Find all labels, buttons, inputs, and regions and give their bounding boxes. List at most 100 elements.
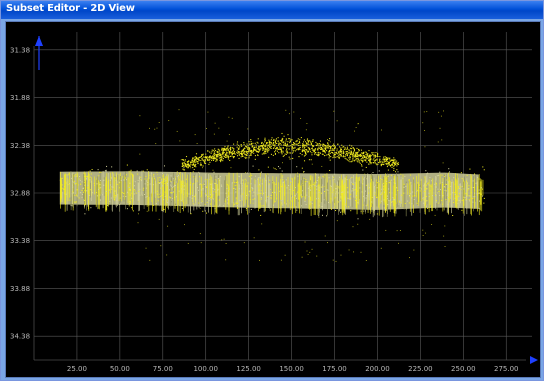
band-point [482,166,484,168]
outlier-point [149,127,150,129]
arc-point [258,151,260,153]
arc-point [338,146,341,148]
arc-point [251,146,253,148]
arc-point [204,159,206,161]
arc-point [241,145,243,147]
band-point [198,202,200,204]
arc-point [186,161,188,163]
outlier-point [160,245,162,247]
band-point [387,204,389,206]
band-point [305,196,307,198]
x-tick-label: 100.00 [193,365,218,373]
arc-point [186,165,188,168]
arc-point [195,158,197,160]
outlier-point [327,139,328,140]
band-point [327,189,329,191]
arc-point [254,158,256,160]
arc-point [278,142,280,144]
arc-point [246,153,248,155]
arc-point [368,159,370,161]
arc-point [302,142,304,145]
arc-point [394,164,397,166]
band-point [123,193,125,195]
band-point [439,194,441,196]
band-point [386,180,388,182]
arc-point [373,152,375,154]
band-point [410,182,412,184]
arrow-up-icon [35,36,43,70]
arc-point [282,147,284,149]
arc-point [264,150,266,152]
band-point [182,181,184,183]
band-point [282,179,284,181]
band-point [122,195,124,197]
arc-point [243,143,245,145]
plot-area[interactable]: 31.38 31.88 32.38 32.88 33.38 33.88 34.38 25.0… [5,21,541,378]
band-point [315,198,317,200]
outlier-point [444,225,446,227]
arc-point [369,161,371,163]
arc-point [258,148,260,150]
band-point [318,187,320,189]
band-point [248,205,250,207]
arc-point [203,160,206,162]
arc-point [362,157,364,159]
band-point [403,186,405,188]
band-point [99,187,101,189]
band-point [321,206,323,208]
arc-point [349,149,351,151]
band-point [209,194,211,196]
arc-point [282,147,284,149]
outlier-point [259,259,260,261]
band-point [461,209,463,211]
arc-point [293,149,295,151]
outlier-point [137,222,139,224]
arc-point [322,150,324,152]
arc-point [244,154,246,156]
arc-point [239,151,241,153]
arc-point [291,139,293,141]
arc-point [274,140,276,142]
arc-point [236,146,238,148]
arc-point [223,149,225,151]
arc-point [212,149,214,151]
arc-point [393,165,395,167]
arc-point [235,153,237,155]
arc-point [394,160,396,162]
arc-point [288,145,290,147]
arc-point [200,155,202,158]
band-point [259,185,261,187]
band-point [265,192,267,194]
band-point [193,168,195,170]
band-point [477,186,479,188]
outlier-point [236,184,238,186]
band-point [132,175,134,177]
band-point [483,202,485,204]
title-bar[interactable]: Subset Editor - 2D View [1,1,543,19]
arc-point [282,141,284,143]
arc-point [289,152,292,154]
arc-point [370,158,372,160]
arc-point [268,142,270,144]
arc-point [266,142,268,144]
arc-point [247,145,249,147]
band-point [73,180,75,182]
arc-point [297,138,299,140]
arc-point [246,154,248,156]
band-point [96,192,98,194]
arc-point [288,156,290,158]
band-point [375,184,377,186]
arc-point [204,156,206,158]
band-point [374,194,376,196]
arc-point [181,159,184,161]
band-point [374,186,376,188]
arc-point [314,152,316,154]
band-point [81,196,83,198]
outlier-point [156,127,158,129]
arc-point [332,145,334,147]
arc-point [386,159,388,161]
outlier-point [257,194,259,196]
band-point [362,183,364,185]
band-point [467,189,469,191]
